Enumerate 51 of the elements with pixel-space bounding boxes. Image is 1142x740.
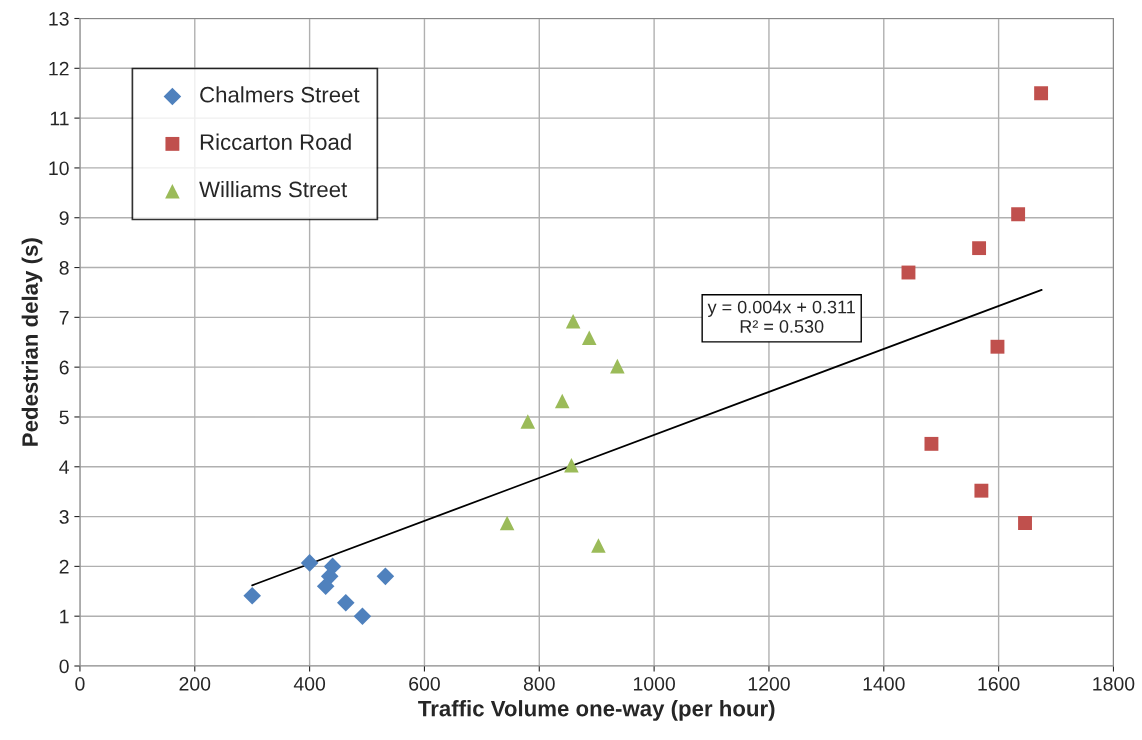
y-tick-label: 3 (59, 510, 69, 524)
point (972, 241, 987, 256)
point (990, 339, 1005, 354)
x-tick-label: 800 (523, 676, 555, 691)
y-axis-title: Pedestrian delay (s) (21, 238, 43, 446)
point (1011, 207, 1026, 222)
point (565, 314, 581, 329)
y-tick-label: 5 (59, 410, 69, 425)
point (1034, 86, 1049, 101)
y-tick-label: 2 (59, 559, 69, 574)
point (353, 607, 372, 625)
x-tick-label: 0 (75, 676, 85, 691)
x-axis-title: Traffic Volume one-way (per hour) (418, 700, 775, 721)
x-tick-label: 1000 (633, 676, 675, 691)
x-tick-label: 600 (409, 676, 440, 691)
x-tick-label: 400 (293, 676, 326, 691)
y-tick-label: 9 (59, 211, 69, 225)
point (243, 586, 261, 605)
x-tick-label: 1800 (1093, 676, 1135, 691)
point (554, 393, 570, 409)
y-tick-label: 4 (59, 460, 69, 474)
x-tick-label: 200 (179, 676, 211, 691)
point (581, 330, 597, 346)
x-tick-label: 1400 (863, 676, 905, 691)
legend-label: Riccarton Road (200, 133, 351, 150)
y-tick-label: 13 (49, 11, 69, 26)
point (564, 457, 579, 473)
y-tick-label: 6 (59, 360, 69, 375)
y-tick-label: 1 (60, 609, 69, 624)
point (376, 567, 395, 586)
y-tick-label: 7 (59, 311, 69, 325)
point (337, 593, 355, 612)
y-tick-label: 12 (49, 61, 69, 76)
annotation: y = 0.004x + 0.311 R² = 0.530 (707, 300, 855, 333)
point (591, 538, 606, 553)
point (1018, 516, 1032, 530)
point (924, 436, 939, 451)
y-tick-label: 8 (59, 261, 69, 275)
point (610, 358, 625, 374)
point (520, 414, 536, 429)
point (974, 483, 989, 498)
legend-label: Chalmers Street (200, 86, 360, 103)
legend-label: Williams Street (199, 181, 348, 198)
y-tick-label: 0 (59, 659, 69, 674)
y-tick-label: 11 (50, 111, 69, 126)
x-tick-label: 1600 (978, 676, 1020, 691)
y-tick-label: 10 (49, 161, 69, 176)
point (316, 577, 335, 596)
x-tick-label: 1200 (748, 676, 790, 691)
point (499, 515, 515, 531)
point (300, 554, 319, 572)
